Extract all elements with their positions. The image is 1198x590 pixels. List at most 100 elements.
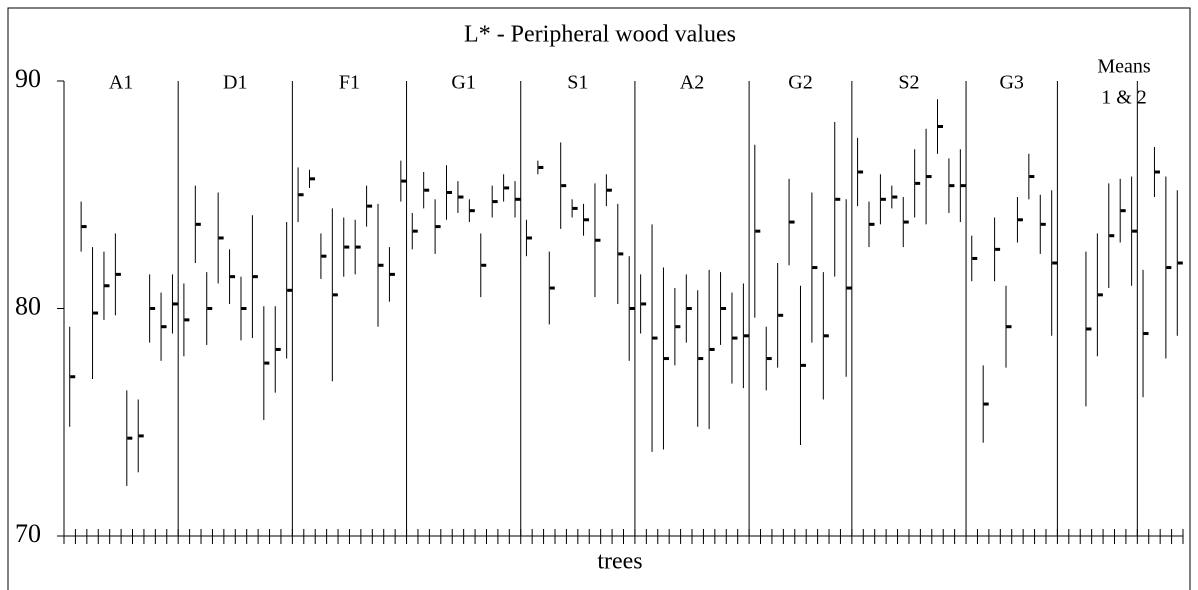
mean-marker: [869, 222, 875, 226]
mean-marker: [572, 206, 578, 210]
group-label: G1: [451, 72, 475, 94]
mean-marker: [595, 238, 601, 242]
mean-marker: [561, 184, 567, 188]
mean-marker: [812, 266, 818, 270]
mean-marker: [1143, 332, 1149, 336]
mean-marker: [743, 334, 749, 338]
mean-marker: [367, 204, 373, 208]
mean-marker: [755, 229, 761, 233]
mean-marker: [344, 245, 350, 249]
group-label: S2: [898, 72, 919, 94]
mean-marker: [1052, 261, 1058, 265]
mean-marker: [800, 363, 806, 367]
mean-marker: [606, 188, 612, 192]
mean-marker: [184, 318, 190, 322]
mean-marker: [983, 402, 989, 406]
mean-marker: [1109, 234, 1115, 238]
mean-marker: [641, 302, 647, 306]
mean-marker: [138, 434, 144, 438]
annotation: Means: [1097, 56, 1151, 78]
group-label: F1: [339, 72, 360, 94]
group-label: G3: [999, 72, 1023, 94]
mean-marker: [709, 347, 715, 351]
mean-marker: [115, 272, 121, 276]
mean-marker: [287, 288, 293, 292]
group-label: S1: [567, 72, 588, 94]
mean-marker: [652, 336, 658, 340]
mean-marker: [412, 229, 418, 233]
mean-marker: [1029, 175, 1035, 179]
mean-marker: [732, 336, 738, 340]
mean-marker: [195, 222, 201, 226]
mean-marker: [926, 175, 932, 179]
mean-marker: [389, 272, 395, 276]
x-axis-label: trees: [597, 549, 642, 575]
mean-marker: [698, 357, 704, 361]
mean-marker: [675, 325, 681, 329]
frame: [7, 7, 1191, 590]
mean-marker: [835, 197, 841, 201]
mean-marker: [378, 263, 384, 267]
mean-marker: [447, 190, 453, 194]
mean-marker: [492, 200, 498, 204]
mean-marker: [915, 181, 921, 185]
mean-marker: [309, 177, 315, 181]
mean-marker: [629, 307, 635, 310]
mean-marker: [435, 225, 441, 229]
mean-marker: [161, 325, 167, 329]
mean-marker: [355, 245, 361, 249]
mean-marker: [241, 307, 247, 310]
mean-marker: [81, 225, 87, 229]
mean-marker: [458, 195, 464, 199]
mean-marker: [218, 236, 224, 240]
mean-marker: [1097, 293, 1103, 297]
mean-marker: [93, 311, 99, 315]
mean-marker: [252, 275, 258, 279]
mean-marker: [230, 275, 236, 279]
mean-marker: [823, 334, 829, 338]
mean-marker: [858, 170, 864, 174]
mean-marker: [1086, 327, 1092, 331]
mean-marker: [1132, 229, 1138, 233]
mean-marker: [686, 307, 692, 310]
mean-marker: [298, 193, 304, 197]
mean-marker: [469, 209, 475, 213]
mean-marker: [972, 256, 978, 260]
mean-marker: [401, 179, 407, 183]
mean-marker: [938, 125, 944, 128]
mean-marker: [1120, 209, 1126, 213]
group-label: D1: [223, 72, 247, 94]
mean-marker: [1017, 218, 1023, 222]
mean-marker: [549, 286, 555, 290]
mean-marker: [846, 286, 852, 290]
mean-marker: [721, 307, 727, 310]
mean-marker: [995, 247, 1001, 251]
mean-marker: [789, 220, 795, 224]
mean-marker: [538, 165, 544, 169]
mean-marker: [515, 197, 521, 201]
mean-marker: [663, 357, 669, 361]
mean-marker: [584, 218, 590, 222]
mean-marker: [70, 375, 76, 379]
mean-marker: [504, 186, 510, 190]
mean-marker: [1006, 325, 1012, 329]
y-tick-label: 90: [15, 64, 41, 93]
mean-marker: [892, 195, 898, 199]
mean-marker: [321, 254, 327, 258]
y-tick-label: 80: [15, 291, 41, 320]
group-label: A2: [680, 72, 704, 94]
mean-marker: [1040, 222, 1046, 226]
mean-marker: [207, 307, 213, 310]
mean-marker: [618, 252, 624, 256]
mean-marker: [526, 236, 532, 240]
mean-marker: [172, 302, 178, 306]
group-label: G2: [788, 72, 812, 94]
mean-marker: [481, 263, 487, 267]
mean-marker: [1177, 261, 1183, 265]
mean-marker: [264, 361, 270, 365]
group-label: A1: [109, 72, 133, 94]
annotation: 1 & 2: [1101, 87, 1147, 109]
y-tick-label: 70: [15, 519, 41, 548]
